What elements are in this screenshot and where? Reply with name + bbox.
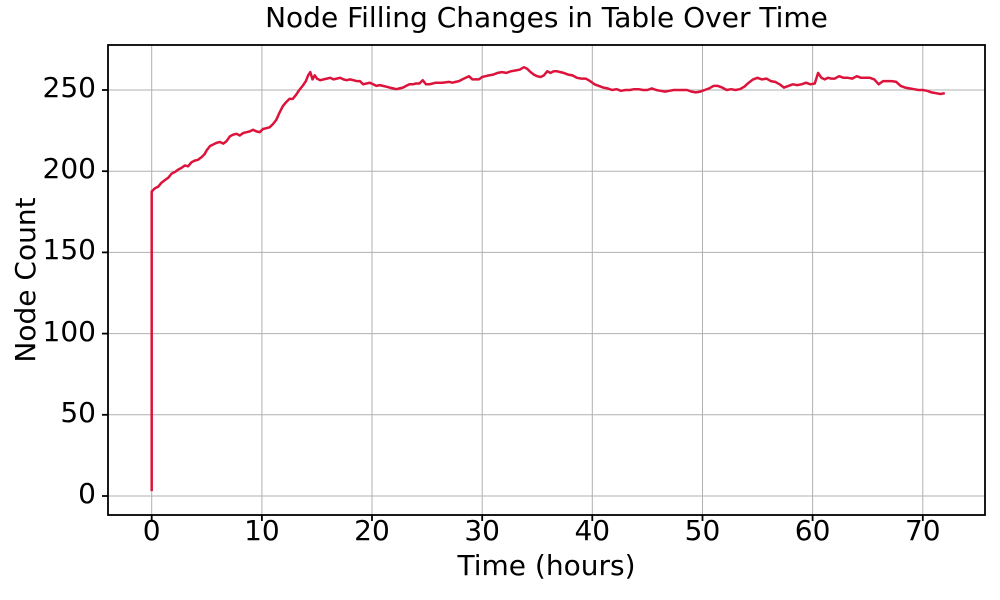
x-tick-label: 50 xyxy=(684,514,721,547)
y-tick-label: 250 xyxy=(42,71,96,104)
y-tick-label: 200 xyxy=(42,152,96,186)
x-tick-label: 10 xyxy=(244,514,280,547)
x-tick-label: 60 xyxy=(794,514,831,547)
x-tick-label: 30 xyxy=(464,514,500,547)
series-line xyxy=(150,65,946,492)
x-tick-label: 0 xyxy=(142,514,161,547)
chart-title: Node Filling Changes in Table Over Time xyxy=(265,1,828,34)
x-tick-label: 40 xyxy=(574,514,611,547)
x-tick-label: 20 xyxy=(354,514,390,547)
y-tick-label: 0 xyxy=(78,477,96,510)
axes-spines xyxy=(107,44,986,516)
x-tick-label: 70 xyxy=(904,514,941,547)
y-tick-label: 50 xyxy=(60,395,96,429)
y-tick-label: 150 xyxy=(42,233,96,267)
x-axis-label: Time (hours) xyxy=(457,549,636,582)
y-tick-label: 100 xyxy=(42,314,96,348)
